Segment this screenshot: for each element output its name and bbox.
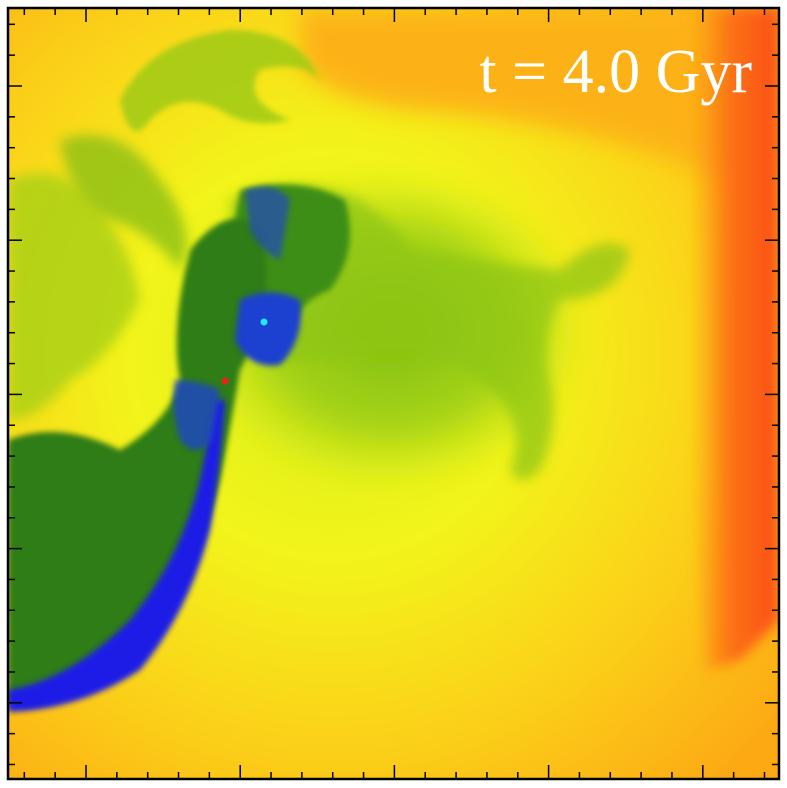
frame (6, 6, 781, 781)
time-label: t = 4.0 Gyr (479, 38, 752, 106)
tick-marks (8, 8, 779, 779)
density-map (8, 8, 779, 779)
